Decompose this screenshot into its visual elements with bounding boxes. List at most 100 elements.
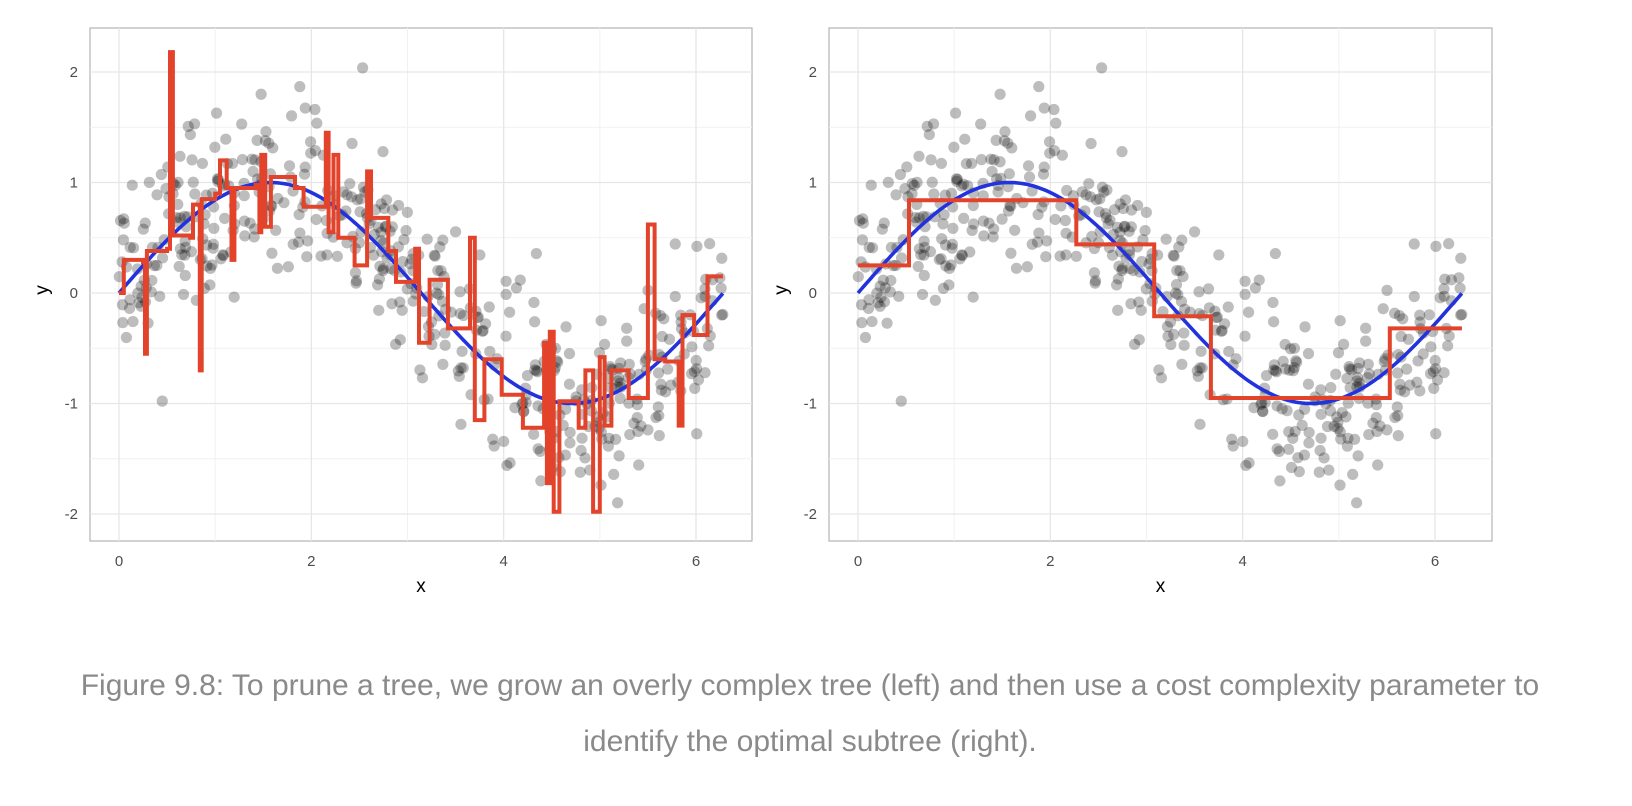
data-point: [1037, 168, 1050, 180]
data-point: [118, 213, 130, 225]
data-point: [1222, 301, 1234, 313]
data-point: [455, 418, 467, 430]
data-point: [120, 331, 133, 344]
data-point: [1330, 368, 1342, 380]
data-point: [418, 305, 430, 318]
data-point: [874, 280, 886, 292]
data-point: [1129, 338, 1141, 350]
data-point: [397, 255, 409, 268]
data-point: [631, 399, 644, 411]
data-point: [156, 252, 169, 264]
data-point: [612, 497, 624, 509]
data-point: [1243, 306, 1255, 318]
data-point: [1353, 377, 1365, 389]
data-point: [371, 279, 384, 291]
data-point: [975, 118, 987, 130]
data-point: [534, 445, 546, 457]
data-point: [1351, 371, 1363, 384]
data-point: [1293, 409, 1305, 421]
data-point: [401, 206, 413, 218]
data-point: [1096, 181, 1109, 193]
data-point: [1296, 419, 1308, 431]
data-point: [933, 253, 945, 266]
data-point: [331, 250, 343, 262]
data-point: [1389, 411, 1401, 424]
data-point: [1061, 184, 1073, 197]
data-point: [1086, 230, 1098, 243]
data-point: [400, 224, 412, 237]
data-point: [182, 120, 194, 132]
data-point: [1268, 316, 1280, 328]
data-point: [1267, 296, 1279, 309]
data-point: [863, 294, 875, 306]
data-point: [1177, 270, 1189, 283]
x-tick-label: 2: [1046, 553, 1054, 570]
data-point: [483, 301, 495, 313]
data-point: [882, 176, 894, 188]
data-point: [117, 234, 130, 246]
data-point: [1010, 262, 1023, 274]
data-point: [1005, 200, 1017, 212]
data-point: [1318, 452, 1330, 464]
data-point: [1270, 366, 1283, 378]
data-point: [1274, 475, 1286, 487]
data-point: [1371, 425, 1383, 438]
data-point: [278, 197, 290, 209]
data-point: [614, 357, 627, 369]
data-point: [500, 330, 512, 342]
data-point: [390, 338, 402, 350]
data-point: [915, 249, 927, 261]
data-point: [1347, 468, 1359, 480]
data-point: [852, 271, 864, 283]
data-point: [1360, 335, 1372, 347]
data-point: [890, 189, 902, 201]
data-point: [614, 392, 626, 404]
data-point: [301, 251, 313, 263]
data-point: [975, 154, 988, 166]
data-point: [1268, 364, 1280, 376]
data-point: [488, 440, 500, 452]
data-point: [179, 269, 191, 282]
data-point: [1283, 364, 1296, 376]
data-point: [532, 400, 544, 412]
data-point: [945, 259, 957, 271]
data-point: [298, 168, 311, 180]
data-point: [1249, 282, 1262, 294]
data-point: [1338, 338, 1350, 350]
data-point: [299, 102, 311, 114]
data-point: [916, 288, 929, 301]
data-point: [1033, 81, 1045, 93]
data-point: [341, 189, 353, 201]
data-point: [1424, 368, 1437, 380]
data-point: [1106, 249, 1119, 261]
data-point: [1024, 110, 1037, 122]
data-point: [1430, 240, 1442, 252]
data-point: [1048, 103, 1060, 116]
data-point: [1202, 283, 1215, 295]
data-point: [1335, 433, 1347, 445]
data-point: [1423, 309, 1435, 321]
data-point: [345, 191, 358, 203]
data-point: [1408, 290, 1420, 303]
data-point: [521, 369, 534, 382]
data-point: [950, 173, 963, 185]
data-point: [564, 426, 576, 439]
data-point: [509, 402, 521, 414]
data-point: [1116, 146, 1128, 158]
data-point: [353, 237, 366, 249]
data-point: [893, 290, 905, 302]
data-point: [631, 412, 643, 424]
data-point: [913, 212, 925, 224]
data-point: [414, 364, 426, 376]
data-point: [1133, 334, 1145, 346]
data-point: [1253, 274, 1265, 286]
data-point: [1372, 459, 1384, 471]
data-point: [894, 168, 906, 181]
data-point: [1006, 142, 1018, 154]
data-point: [367, 249, 380, 261]
data-point: [1324, 405, 1337, 417]
data-point: [1021, 261, 1033, 273]
data-point: [1192, 370, 1204, 382]
data-point: [1255, 398, 1267, 410]
data-point: [612, 375, 624, 387]
